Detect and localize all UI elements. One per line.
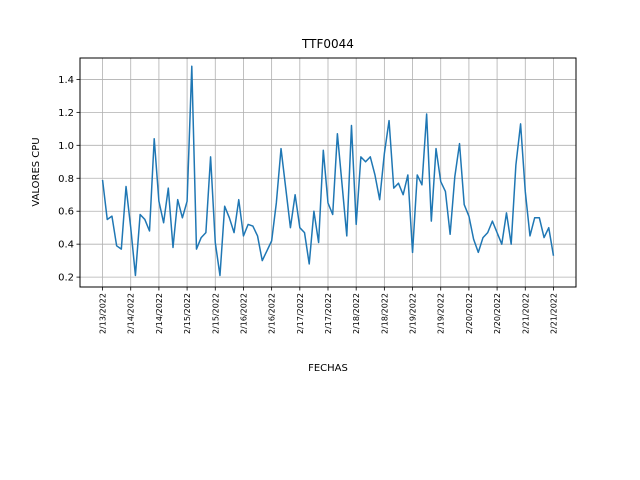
x-axis: 2/13/2022 2/14/2022 2/14/2022 2/15/2022 2/15…: [99, 287, 558, 334]
y-axis-label: VALORES CPU: [31, 137, 42, 206]
x-axis-label: FECHAS: [308, 363, 348, 374]
x-tick-label: 2/19/2022: [409, 293, 418, 334]
series-line: [101, 65, 555, 277]
x-tick-label: 2/20/2022: [493, 293, 502, 334]
x-tick-label: 2/14/2022: [155, 293, 164, 334]
y-tick-label: 1.2: [58, 108, 74, 119]
x-tick-label: 2/18/2022: [352, 293, 361, 334]
y-tick-label: 0.6: [58, 207, 74, 218]
x-tick-label: 2/18/2022: [380, 293, 389, 334]
grid: [80, 58, 576, 287]
y-tick-label: 1.4: [58, 75, 74, 86]
x-tick-label: 2/20/2022: [465, 293, 474, 334]
x-tick-label: 2/19/2022: [437, 293, 446, 334]
x-tick-label: 2/15/2022: [211, 293, 220, 334]
series-group: [101, 65, 555, 277]
y-tick-label: 0.4: [58, 240, 74, 251]
x-tick-label: 2/13/2022: [99, 293, 108, 334]
x-tick-label: 2/21/2022: [521, 293, 530, 334]
x-tick-label: 2/17/2022: [296, 293, 305, 334]
y-axis: 0.2 0.4 0.6 0.8 1.0 1.2 1.4: [58, 75, 80, 284]
y-tick-label: 1.0: [58, 141, 74, 152]
x-tick-label: 2/14/2022: [127, 293, 136, 334]
x-tick-label: 2/15/2022: [183, 293, 192, 334]
x-tick-label: 2/16/2022: [268, 293, 277, 334]
y-tick-label: 0.8: [58, 174, 74, 185]
y-tick-label: 0.2: [58, 273, 74, 284]
x-tick-label: 2/16/2022: [239, 293, 248, 334]
x-tick-label: 2/21/2022: [549, 293, 558, 334]
x-tick-label: 2/17/2022: [324, 293, 333, 334]
chart-title: TTF0044: [301, 37, 354, 51]
